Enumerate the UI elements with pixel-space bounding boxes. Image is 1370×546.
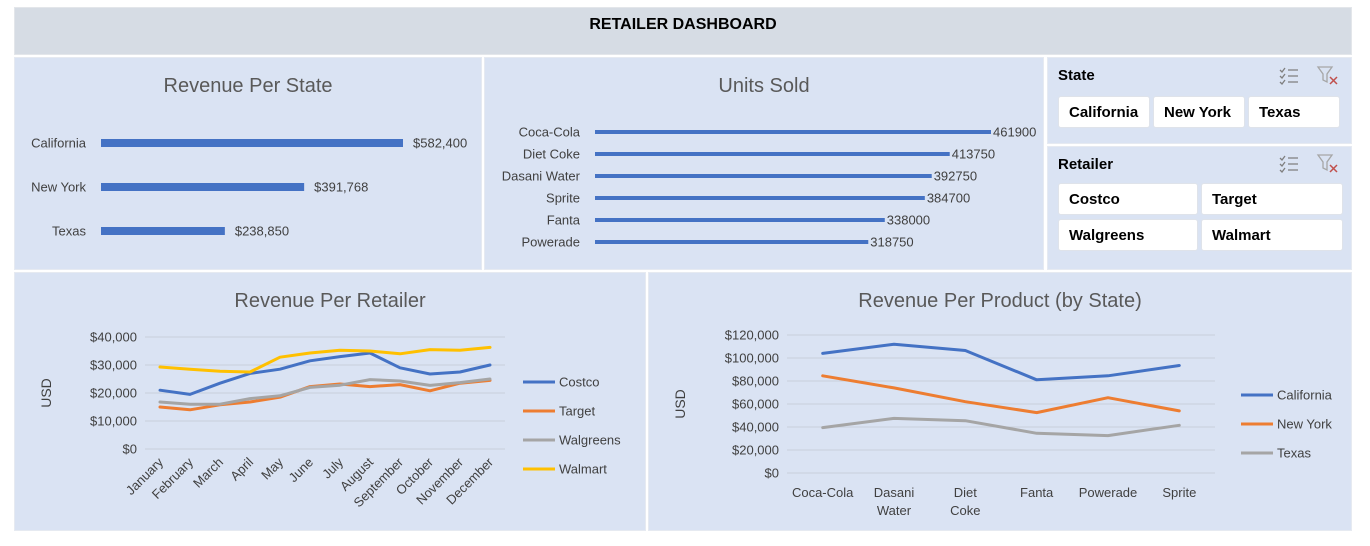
dashboard-header: RETAILER DASHBOARD <box>14 7 1352 55</box>
y-tick-label: $120,000 <box>725 328 779 343</box>
bar <box>101 183 305 191</box>
y-axis-label: USD <box>672 389 688 419</box>
y-tick-label: $30,000 <box>90 358 137 373</box>
revenue-per-product-chart[interactable]: Revenue Per Product (by State) $0 $20,000… <box>648 272 1352 531</box>
y-tick-label: $20,000 <box>90 386 137 401</box>
y-tick-label: $40,000 <box>90 330 137 345</box>
units-sold-plot: Coca-Cola 461900 Diet Coke 413750 Dasani Wat… <box>502 125 1037 250</box>
x-tick-label: Coca-Cola <box>792 485 854 500</box>
x-tick-label: June <box>286 455 317 486</box>
x-tick-label: Fanta <box>1020 485 1054 500</box>
chart-title: Units Sold <box>718 75 810 97</box>
slicer-item-california[interactable]: California <box>1058 96 1150 128</box>
chart-title: Revenue Per State <box>163 75 333 97</box>
multi-select-icon[interactable] <box>1278 65 1300 85</box>
y-tick-label: $20,000 <box>732 443 779 458</box>
series-line-walgreens <box>158 377 492 406</box>
dashboard-title: RETAILER DASHBOARD <box>589 16 777 33</box>
slicer-item-walmart[interactable]: Walmart <box>1201 219 1343 251</box>
slicer-item-target[interactable]: Target <box>1201 183 1343 215</box>
data-label: 461900 <box>993 125 1036 140</box>
category-label: Powerade <box>521 235 580 250</box>
legend-label: New York <box>1277 417 1332 432</box>
revenue-per-retailer-chart[interactable]: Revenue Per Retailer $0 $10,000 $20,000 $30… <box>14 272 646 531</box>
y-tick-label: $60,000 <box>732 397 779 412</box>
series-line-walmart <box>158 345 492 374</box>
x-tick-label: May <box>258 454 286 482</box>
legend-label: Texas <box>1277 446 1311 461</box>
bar <box>101 227 225 235</box>
y-tick-label: $100,000 <box>725 351 779 366</box>
revenue-per-state-chart[interactable]: Revenue Per State California $582,400 New … <box>14 57 482 270</box>
series-line-texas <box>821 416 1181 438</box>
y-tick-label: $40,000 <box>732 420 779 435</box>
x-tick-label: Sprite <box>1162 485 1196 500</box>
clear-filter-icon[interactable] <box>1316 153 1340 173</box>
legend-label: Walgreens <box>559 433 621 448</box>
slicer-title: Retailer <box>1058 156 1114 173</box>
slicer-item-texas[interactable]: Texas <box>1248 96 1340 128</box>
bar <box>595 152 950 156</box>
revenue-per-product-plot: $0 $20,000 $40,000 $60,000 $80,000 $100,000 $1… <box>672 328 1333 519</box>
chart-title: Revenue Per Product (by State) <box>858 290 1142 312</box>
units-sold-chart[interactable]: Units Sold Coca-Cola 461900 Diet Coke 41375… <box>484 57 1044 270</box>
category-label: Dasani Water <box>502 169 581 184</box>
data-label: $391,768 <box>314 180 368 195</box>
x-tick-label: Diet Coke <box>950 485 980 518</box>
data-label: 318750 <box>870 235 913 250</box>
data-label: 413750 <box>952 147 995 162</box>
slicer-item-new-york[interactable]: New York <box>1153 96 1245 128</box>
x-tick-label: March <box>190 455 226 491</box>
legend-label: Walmart <box>559 462 607 477</box>
legend-label: California <box>1277 388 1333 403</box>
category-label: Coca-Cola <box>519 125 581 140</box>
clear-filter-icon[interactable] <box>1316 65 1340 85</box>
bar <box>595 218 885 222</box>
y-tick-label: $0 <box>765 466 779 481</box>
y-axis-label: USD <box>38 378 54 408</box>
series-line-california <box>821 342 1181 382</box>
y-tick-label: $0 <box>123 442 137 457</box>
revenue-per-retailer-plot: $0$10,000$20,000$30,000$40,000USDJanuary… <box>38 330 621 511</box>
bar <box>595 174 932 178</box>
data-label: 384700 <box>927 191 970 206</box>
data-label: $238,850 <box>235 224 289 239</box>
chart-title: Revenue Per Retailer <box>234 290 426 312</box>
series-line-new-york <box>821 374 1181 415</box>
legend-label: Costco <box>559 375 599 390</box>
category-label: Texas <box>52 224 86 239</box>
slicer-item-walgreens[interactable]: Walgreens <box>1058 219 1198 251</box>
category-label: California <box>31 136 87 151</box>
data-label: $582,400 <box>413 136 467 151</box>
series-line-costco <box>158 351 492 396</box>
bar <box>595 240 869 244</box>
bar <box>595 196 925 200</box>
data-label: 338000 <box>887 213 930 228</box>
slicer-title: State <box>1058 67 1095 84</box>
slicer-item-costco[interactable]: Costco <box>1058 183 1198 215</box>
revenue-per-state-plot: California $582,400 New York $391,768 Texas $… <box>31 136 467 239</box>
legend-label: Target <box>559 404 596 419</box>
multi-select-icon[interactable] <box>1278 153 1300 173</box>
category-label: Diet Coke <box>523 147 580 162</box>
bar <box>101 139 403 147</box>
data-label: 392750 <box>934 169 977 184</box>
bar <box>595 130 991 134</box>
category-label: Fanta <box>547 213 581 228</box>
retailer-slicer[interactable]: Retailer Costco Target Walgreens Walmart <box>1047 146 1352 270</box>
state-slicer[interactable]: State California New York Texas <box>1047 57 1352 144</box>
x-tick-label: Powerade <box>1079 485 1138 500</box>
category-label: Sprite <box>546 191 580 206</box>
y-tick-label: $80,000 <box>732 374 779 389</box>
x-tick-label: Dasani Water <box>874 485 915 518</box>
y-tick-label: $10,000 <box>90 414 137 429</box>
category-label: New York <box>31 180 86 195</box>
x-tick-label: April <box>227 454 256 483</box>
